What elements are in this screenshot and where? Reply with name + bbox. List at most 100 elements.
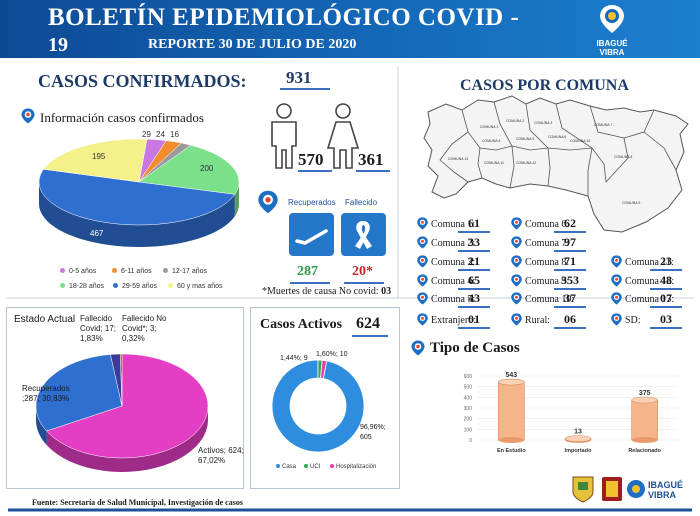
svg-text:COMUNA 8: COMUNA 8 [614, 155, 632, 159]
comuna-value-underline [650, 288, 682, 290]
source-note: Fuente: Secretaría de Salud Municipal, I… [32, 498, 243, 507]
fc-l2: Covid; 17; [80, 324, 117, 333]
comuna-label: Comuna 11: [625, 257, 674, 268]
age-slice-3 [138, 144, 240, 195]
tipo-value-label: 375 [639, 390, 651, 397]
comuna-label: Comuna 12: [625, 276, 675, 287]
comuna-label: Comuna 10: [525, 294, 575, 305]
comuna-label: Comuna 8: [525, 257, 570, 268]
comuna-value: 353 [561, 273, 579, 287]
age-label-18-28: 195 [92, 152, 106, 161]
activos-underline [352, 335, 388, 337]
comuna-value: 07 [660, 291, 672, 305]
comuna-value: 62 [564, 216, 576, 230]
ribbon-icon [355, 221, 372, 249]
comuna-value-underline [458, 269, 490, 271]
comuna-value: 03 [660, 312, 672, 326]
casa-l1: 96,96%; [360, 424, 386, 431]
activos-slice-2 [320, 359, 328, 379]
location-pin-icon [511, 313, 522, 326]
fc-l1: Fallecido [80, 314, 113, 323]
recovered-label: Recuperados [288, 198, 336, 207]
comuna-value-underline [554, 231, 586, 233]
ac-l1: Activos; 624; [198, 446, 244, 455]
bulletin-title-line2: 19 [48, 34, 68, 56]
recovered-tile [289, 213, 334, 256]
comuna-label: Comuna 6: [525, 219, 570, 230]
male-count: 570 [298, 150, 324, 169]
confirmed-info-title: Información casos confirmados [40, 110, 204, 125]
logo-text-2: VIBRA [599, 48, 625, 57]
casa-l2: 605 [360, 434, 372, 441]
fn-l3: 0,32% [122, 334, 145, 343]
activos-legend-item: Hospitalización [330, 464, 376, 470]
tipo-category-label: Relacionado [628, 448, 661, 454]
tipo-bar-base-2 [631, 437, 658, 443]
label-fallecido-covid: Fallecido Covid; 17; 1,83% [80, 314, 116, 344]
estado-slice-side-1 [36, 406, 47, 445]
age-label-0-5: 29 [142, 130, 151, 139]
svg-text:COMUNA 1: COMUNA 1 [480, 125, 498, 129]
recovered-count: 287 [297, 264, 318, 279]
location-pin-icon [611, 274, 622, 287]
tipo-ytick: 300 [464, 406, 473, 412]
location-pin-icon [417, 292, 428, 305]
rc-l1: Recuperados [22, 384, 70, 393]
comuna-value-underline [554, 327, 586, 329]
comuna-label: Comuna 13: [625, 294, 675, 305]
comuna-label: SD: [625, 315, 641, 326]
age-legend-item: 0-5 años [60, 268, 96, 275]
header-banner: BOLETÍN EPIDEMIOLÓGICO COVID - 19 REPORT… [0, 0, 700, 58]
comuna-label: Comuna 5: [431, 294, 476, 305]
estado-panel [6, 307, 244, 489]
label-hospitalizacion: 1,60%; 10 [316, 351, 348, 358]
fn-l1: Fallecido No [122, 314, 167, 323]
age-label-60plus: 200 [200, 164, 214, 173]
ibague-vibra-footer-logo: IBAGUÉ VIBRA [627, 480, 683, 500]
tipo-value-label: 543 [505, 372, 517, 379]
tipo-ytick: 200 [464, 417, 473, 423]
comuna-value: 06 [564, 312, 576, 326]
svg-text:COMUNA 13: COMUNA 13 [448, 157, 468, 161]
non-covid-label: *Muertes de causa No covid: [262, 286, 379, 297]
activos-panel [250, 307, 400, 489]
location-pin-icon [417, 313, 428, 326]
comuna-label: Comuna 3: [431, 257, 476, 268]
confirmed-title: CASOS CONFIRMADOS: [38, 71, 247, 91]
tipo-ytick: 600 [464, 374, 473, 380]
female-count: 361 [358, 150, 384, 169]
location-pin-icon [511, 255, 522, 268]
comuna-value-underline [458, 288, 490, 290]
svg-text:COMUNA 5: COMUNA 5 [516, 137, 534, 141]
age-legend-item: 29-59 años [113, 283, 157, 290]
ac-l2: 67,02% [198, 456, 226, 465]
comuna-value: 97 [564, 235, 576, 249]
location-pin-icon [258, 190, 278, 214]
label-recuperados: Recuperados ;287; 30,83% [22, 384, 70, 404]
location-pin-icon [411, 340, 425, 356]
deceased-label: Fallecido [345, 198, 378, 207]
location-pin-icon [511, 217, 522, 230]
age-slice-4 [38, 168, 236, 226]
report-date: REPORTE 30 DE JULIO DE 2020 [148, 37, 357, 52]
tipo-bar-0 [498, 381, 525, 441]
deceased-tile [341, 213, 386, 256]
comuna-value: 33 [468, 235, 480, 249]
location-pin-icon [417, 274, 428, 287]
comuna-value: 21 [468, 254, 480, 268]
estado-slice-side-0 [46, 406, 208, 472]
location-pin-icon [511, 274, 522, 287]
age-label-29-59: 467 [90, 229, 104, 238]
tipo-value-label: 13 [574, 429, 582, 436]
male-underline [298, 170, 332, 172]
age-label-12-17: 16 [170, 130, 179, 139]
confirmed-underline [280, 88, 330, 90]
female-underline [356, 170, 390, 172]
svg-text:COMUNA 12: COMUNA 12 [516, 161, 536, 165]
comuna-value-underline [554, 288, 586, 290]
age-legend-item: 12-17 años [163, 268, 207, 275]
activos-legend-item: Casa [276, 464, 296, 470]
activos-legend-item: UCI [304, 464, 320, 470]
